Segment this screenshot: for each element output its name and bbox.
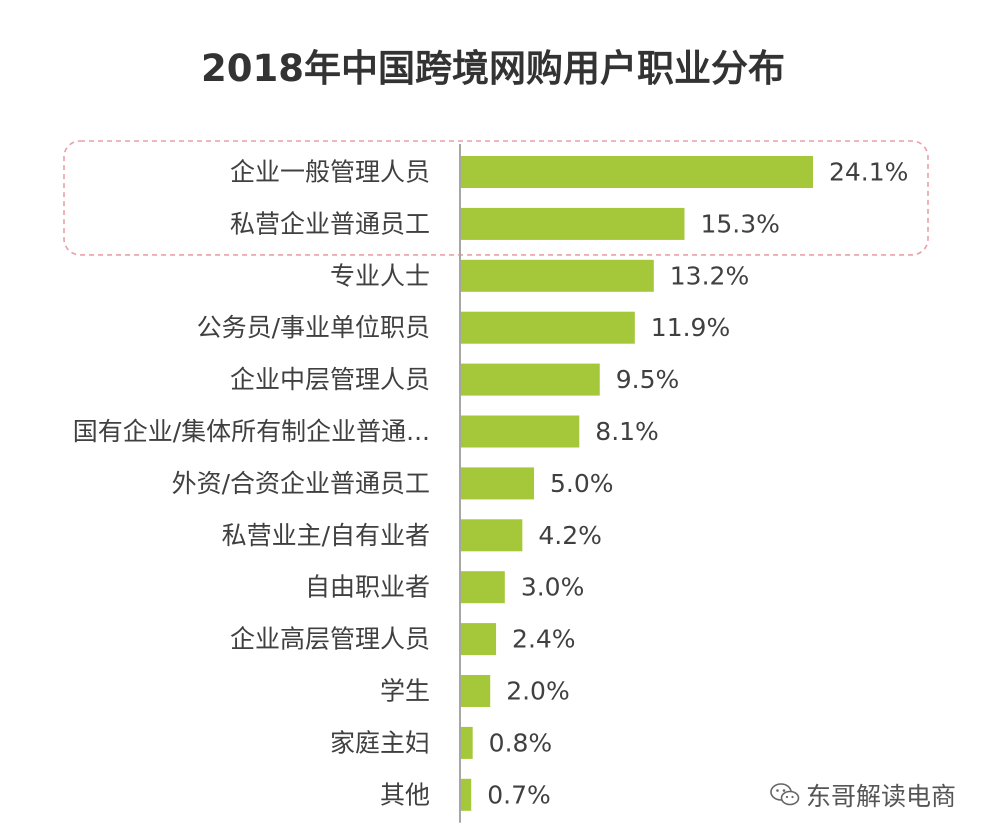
wechat-icon	[770, 783, 800, 806]
category-label: 家庭主妇	[330, 728, 430, 757]
category-label: 私营业主/自有业者	[222, 521, 430, 550]
data-label: 8.1%	[595, 417, 659, 446]
data-label: 13.2%	[670, 261, 749, 290]
bar	[461, 726, 473, 759]
data-label: 4.2%	[538, 521, 602, 550]
data-label: 3.0%	[521, 573, 585, 602]
bar	[461, 519, 523, 552]
data-label: 2.4%	[512, 625, 576, 654]
data-label: 15.3%	[700, 209, 779, 238]
bar	[461, 415, 580, 448]
category-label: 国有企业/集体所有制企业普通...	[73, 417, 430, 446]
category-label: 公务员/事业单位职员	[197, 313, 430, 342]
category-label: 自由职业者	[305, 573, 430, 602]
bar	[461, 623, 497, 656]
bar	[461, 156, 813, 188]
data-label: 11.9%	[651, 313, 730, 342]
data-label: 5.0%	[550, 469, 614, 498]
bar	[461, 467, 535, 500]
data-label: 0.7%	[487, 780, 551, 809]
bar	[461, 363, 600, 396]
data-label: 24.1%	[829, 158, 908, 187]
bar	[461, 311, 635, 344]
data-label: 0.8%	[489, 728, 553, 757]
bar	[461, 207, 685, 240]
category-label: 其他	[380, 780, 430, 809]
bar	[461, 675, 491, 707]
category-label: 专业人士	[330, 261, 430, 290]
bar	[461, 778, 472, 811]
category-label: 企业中层管理人员	[230, 365, 430, 394]
category-label: 外资/合资企业普通员工	[172, 469, 430, 498]
category-label: 私营企业普通员工	[230, 209, 430, 238]
data-label: 2.0%	[506, 677, 570, 706]
data-label: 9.5%	[616, 365, 680, 394]
chart-title: 2018年中国跨境网购用户职业分布	[201, 47, 785, 90]
category-label: 学生	[380, 677, 430, 706]
category-label: 企业高层管理人员	[230, 625, 430, 654]
watermark-text: 东哥解读电商	[805, 782, 956, 811]
category-label: 企业一般管理人员	[230, 158, 430, 187]
highlight-box	[63, 140, 929, 256]
watermark: 东哥解读电商	[770, 777, 956, 813]
bar	[461, 571, 505, 604]
bar	[461, 259, 654, 292]
